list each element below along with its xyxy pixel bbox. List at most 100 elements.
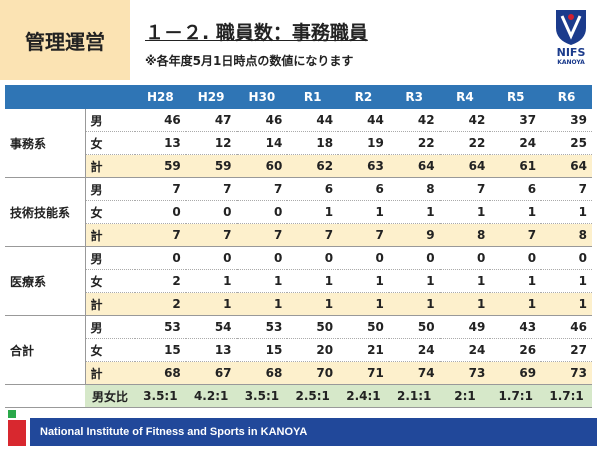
value-cell: 9 bbox=[388, 223, 440, 247]
row-label: 男 bbox=[85, 177, 135, 201]
value-cell: 1 bbox=[287, 292, 339, 316]
value-cell: 7 bbox=[490, 223, 542, 247]
value-cell: 46 bbox=[236, 109, 288, 132]
value-cell: 71 bbox=[338, 361, 389, 385]
value-cell: 24 bbox=[388, 338, 440, 362]
value-cell: 1 bbox=[541, 200, 592, 224]
logo-sub: KANOYA bbox=[557, 59, 585, 66]
value-cell: 74 bbox=[388, 361, 440, 385]
value-cell: 0 bbox=[135, 200, 186, 224]
value-cell: 8 bbox=[388, 177, 440, 201]
value-cell: 22 bbox=[388, 131, 440, 155]
value-cell: 24 bbox=[490, 131, 542, 155]
value-cell: 0 bbox=[541, 246, 592, 270]
table-row: 事務系男 46 47 46 44 44 42 42 37 39 bbox=[5, 109, 592, 178]
value-cell: 1 bbox=[236, 269, 288, 293]
row-label: 男 bbox=[85, 246, 135, 270]
ratio-cell: 2.1:1 bbox=[388, 384, 440, 408]
footer-marks bbox=[8, 410, 26, 446]
value-cell: 19 bbox=[338, 131, 389, 155]
value-cell: 13 bbox=[185, 338, 237, 362]
ratio-cell: 1.7:1 bbox=[490, 384, 542, 408]
value-cell: 6 bbox=[338, 177, 389, 201]
value-cell: 2 bbox=[135, 269, 186, 293]
staff-table: H28 H29 H30 R1 R2 R3 R4 R5 R6 事務系男 46 47 46 44 44 42 42 3… bbox=[5, 85, 592, 408]
value-cell: 1 bbox=[490, 269, 542, 293]
column-header: R5 bbox=[490, 85, 542, 109]
value-cell: 69 bbox=[490, 361, 542, 385]
column-header: H30 bbox=[236, 85, 288, 109]
value-cell: 1 bbox=[439, 292, 491, 316]
value-cell: 1 bbox=[490, 200, 542, 224]
ratio-row: 男女比 3.5:1 4.2:1 3.5:1 2.5:1 2.4:1 2.1:1 2:1 1.7:… bbox=[5, 384, 592, 408]
value-cell: 0 bbox=[439, 246, 491, 270]
value-cell: 20 bbox=[287, 338, 339, 362]
value-cell: 39 bbox=[541, 109, 592, 132]
title: １－２. 職員数：事務職員 bbox=[145, 22, 368, 44]
value-cell: 50 bbox=[338, 315, 389, 339]
value-cell: 7 bbox=[185, 177, 237, 201]
value-cell: 43 bbox=[490, 315, 542, 339]
row-label: 女 bbox=[85, 200, 135, 224]
table-row: 技術技能系男 7 7 7 6 6 8 7 6 7 bbox=[5, 177, 592, 247]
row-label: 女 bbox=[85, 131, 135, 155]
value-cell: 1 bbox=[388, 269, 440, 293]
value-cell: 7 bbox=[185, 223, 237, 247]
table-row: 計 59 59 60 62 63 64 64 61 64 bbox=[5, 154, 592, 178]
column-header: H29 bbox=[185, 85, 237, 109]
value-cell: 49 bbox=[439, 315, 491, 339]
value-cell: 7 bbox=[439, 177, 491, 201]
table-row: 計 68 67 68 70 71 74 73 69 73 bbox=[5, 361, 592, 385]
value-cell: 50 bbox=[287, 315, 339, 339]
group-label: 合計 bbox=[5, 315, 86, 385]
value-cell: 37 bbox=[490, 109, 542, 132]
header-row: H28 H29 H30 R1 R2 R3 R4 R5 R6 bbox=[5, 85, 592, 109]
row-label: 女 bbox=[85, 338, 135, 362]
value-cell: 0 bbox=[185, 200, 237, 224]
value-cell: 1 bbox=[439, 200, 491, 224]
value-cell: 42 bbox=[388, 109, 440, 132]
value-cell: 22 bbox=[439, 131, 491, 155]
value-cell: 1 bbox=[338, 269, 389, 293]
ratio-cell: 1.7:1 bbox=[541, 384, 592, 408]
ratio-cell: 2.5:1 bbox=[287, 384, 339, 408]
value-cell: 0 bbox=[135, 246, 186, 270]
value-cell: 53 bbox=[236, 315, 288, 339]
column-header: R1 bbox=[287, 85, 339, 109]
group-label: 技術技能系 bbox=[5, 177, 86, 247]
value-cell: 44 bbox=[287, 109, 339, 132]
value-cell: 50 bbox=[388, 315, 440, 339]
column-header: H28 bbox=[135, 85, 186, 109]
value-cell: 7 bbox=[287, 223, 339, 247]
ratio-cell: 3.5:1 bbox=[135, 384, 186, 408]
row-label: 計 bbox=[85, 223, 135, 247]
footer-text: National Institute of Fitness and Sports… bbox=[40, 426, 308, 438]
value-cell: 67 bbox=[185, 361, 237, 385]
value-cell: 7 bbox=[338, 223, 389, 247]
value-cell: 7 bbox=[236, 177, 288, 201]
column-header: R6 bbox=[541, 85, 592, 109]
value-cell: 61 bbox=[490, 154, 542, 178]
value-cell: 0 bbox=[236, 200, 288, 224]
value-cell: 24 bbox=[439, 338, 491, 362]
value-cell: 7 bbox=[135, 177, 186, 201]
value-cell: 15 bbox=[135, 338, 186, 362]
value-cell: 1 bbox=[388, 200, 440, 224]
value-cell: 64 bbox=[388, 154, 440, 178]
value-cell: 46 bbox=[135, 109, 186, 132]
logo-name: NIFS bbox=[556, 46, 586, 59]
value-cell: 44 bbox=[338, 109, 389, 132]
ratio-cell: 2:1 bbox=[439, 384, 491, 408]
row-label: 計 bbox=[85, 154, 135, 178]
value-cell: 0 bbox=[490, 246, 542, 270]
column-header: R3 bbox=[388, 85, 440, 109]
value-cell: 64 bbox=[439, 154, 491, 178]
value-cell: 25 bbox=[541, 131, 592, 155]
ratio-cell: 4.2:1 bbox=[185, 384, 237, 408]
value-cell: 1 bbox=[236, 292, 288, 316]
